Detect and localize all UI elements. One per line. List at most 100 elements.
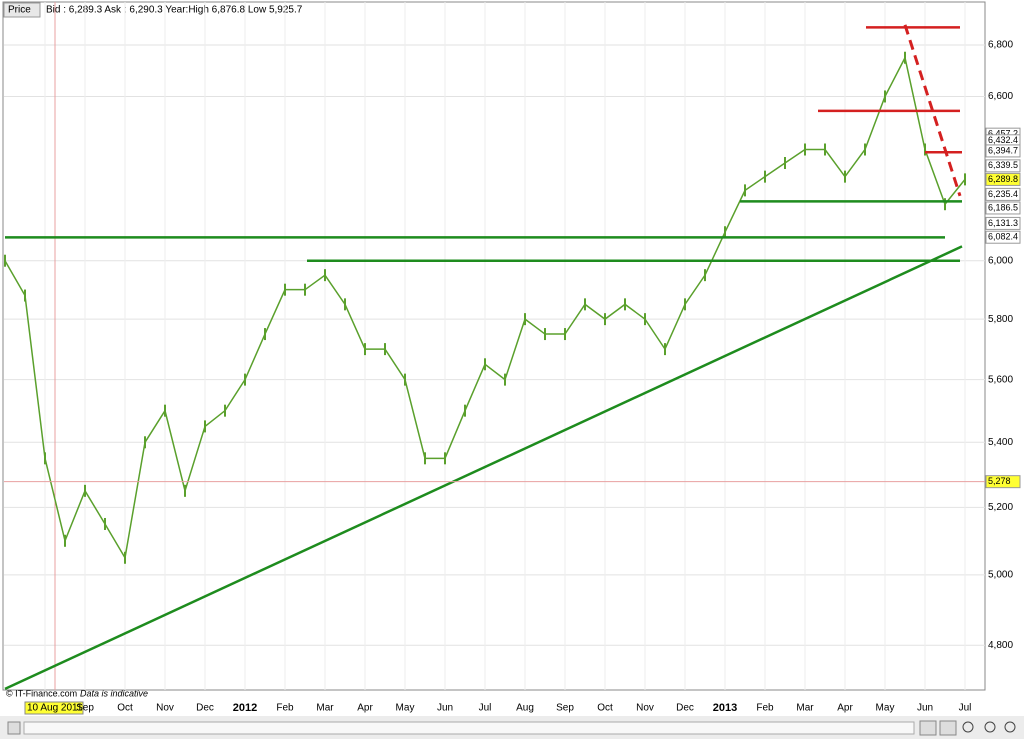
x-tick-label: Jun [917, 703, 933, 714]
price-tag-label: 6,131.3 [988, 218, 1018, 228]
x-tick-label: Aug [516, 703, 534, 714]
price-bar [724, 226, 726, 239]
price-tag-label: 5,278 [988, 476, 1011, 486]
x-tick-label: Dec [196, 703, 214, 714]
tab-label: Price [8, 5, 31, 16]
price-bar [324, 269, 326, 282]
price-bar [384, 343, 386, 356]
x-tick-label: Apr [837, 703, 853, 714]
price-bar [504, 373, 506, 386]
price-bar [304, 283, 306, 296]
price-bar [204, 420, 206, 433]
toolbar-button[interactable] [919, 720, 937, 736]
price-bar [964, 173, 966, 186]
x-tick-label: Sep [76, 703, 94, 714]
y-tick-label: 6,600 [988, 91, 1013, 102]
toolbar-button[interactable] [939, 720, 957, 736]
price-tab[interactable] [3, 2, 41, 18]
price-tag [985, 144, 1021, 158]
y-tick-label: 5,200 [988, 502, 1013, 513]
scroll-left[interactable] [7, 721, 21, 735]
price-bar [864, 143, 866, 156]
price-tag-label: 6,235.4 [988, 189, 1018, 199]
price-bar [344, 298, 346, 311]
price-bar [104, 517, 106, 530]
price-bar [564, 328, 566, 341]
price-bar [144, 436, 146, 449]
price-bar [404, 373, 406, 386]
price-bar [664, 343, 666, 356]
price-bar [24, 289, 26, 302]
price-bar [444, 452, 446, 465]
price-tag-label: 6,186.5 [988, 202, 1018, 212]
price-bar [604, 313, 606, 326]
x-tick-label: Jul [479, 703, 492, 714]
x-tick-label: Mar [796, 703, 814, 714]
price-bar [244, 373, 246, 386]
price-tag [985, 172, 1021, 186]
price-bar [644, 313, 646, 326]
price-bar [744, 184, 746, 197]
x-tick-label: Nov [636, 703, 654, 714]
x-tick-label: Jun [437, 703, 453, 714]
scrollbar[interactable] [23, 721, 915, 735]
price-bar [184, 484, 186, 497]
crosshair-date-box [24, 701, 84, 715]
plot-frame [2, 1, 986, 691]
price-bar [784, 157, 786, 170]
price-bar [684, 298, 686, 311]
x-tick-label: Oct [117, 703, 133, 714]
price-bar [44, 452, 46, 465]
zoom-out[interactable] [1004, 721, 1016, 733]
x-tick-label: Apr [357, 703, 373, 714]
price-bar [484, 358, 486, 371]
price-tag-label: 6,082.4 [988, 232, 1018, 242]
trend-line [4, 245, 963, 691]
price-bar [84, 484, 86, 497]
price-bar [224, 404, 226, 417]
y-tick-label: 6,000 [988, 255, 1013, 266]
price-tag-label: 6,394.7 [988, 145, 1018, 155]
price-tag [985, 201, 1021, 215]
price-bar [284, 283, 286, 296]
y-tick-label: 5,400 [988, 437, 1013, 448]
price-bar [764, 170, 766, 183]
x-tick-label: Dec [676, 703, 694, 714]
price-bar [4, 254, 6, 267]
price-bar [924, 143, 926, 156]
x-tick-label: Jul [959, 703, 972, 714]
x-tick-label: Feb [276, 703, 294, 714]
price-tag-label: 6,339.5 [988, 160, 1018, 170]
price-bar [824, 143, 826, 156]
x-tick-label: Sep [556, 703, 574, 714]
x-tick-label: May [876, 703, 895, 714]
y-tick-label: 4,800 [988, 640, 1013, 651]
zoom-icon[interactable] [962, 721, 974, 733]
price-bar [944, 198, 946, 211]
price-bar [584, 298, 586, 311]
price-bar [364, 343, 366, 356]
price-bar [264, 328, 266, 341]
price-bar [884, 90, 886, 103]
x-tick-label: Nov [156, 703, 174, 714]
y-tick-label: 5,600 [988, 374, 1013, 385]
price-tag [985, 475, 1021, 489]
quote-header: Bid : 6,289.3 Ask : 6,290.3 Year:High 6,… [46, 5, 303, 16]
zoom-in[interactable] [984, 721, 996, 733]
note: Data is indicative [80, 688, 148, 698]
y-tick-label: 5,800 [988, 314, 1013, 325]
price-tag [985, 216, 1021, 230]
price-bar [624, 298, 626, 311]
y-tick-label: 5,000 [988, 570, 1013, 581]
x-tick-label: 10 Aug 2011 [27, 703, 83, 714]
price-bar [124, 551, 126, 564]
x-tick-label: Feb [756, 703, 774, 714]
price-bar [64, 534, 66, 547]
x-tick-label: 2012 [233, 702, 257, 714]
price-tag-label: 6,432.4 [988, 135, 1018, 145]
y-tick-label: 6,800 [988, 40, 1013, 51]
price-bar [164, 404, 166, 417]
x-tick-label: 2013 [713, 702, 737, 714]
